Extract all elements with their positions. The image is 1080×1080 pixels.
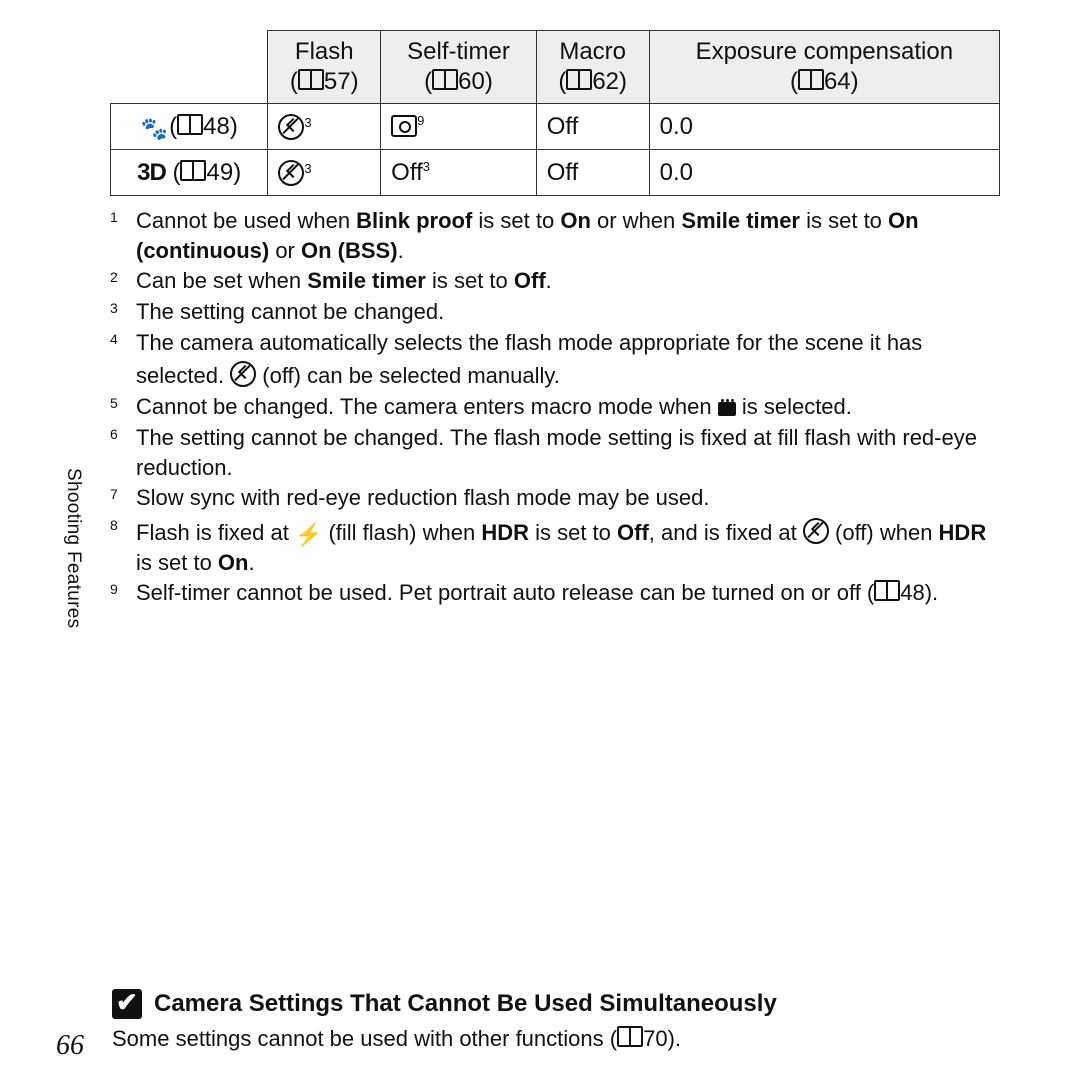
flash-off-icon xyxy=(278,114,304,140)
footnote-text: Cannot be changed. The camera enters mac… xyxy=(136,392,1000,422)
pageref-icon xyxy=(798,69,824,90)
footnote-number: 5 xyxy=(110,392,136,422)
footnote-number: 1 xyxy=(110,206,136,265)
exposure-cell: 0.0 xyxy=(649,150,999,196)
footnote: 3The setting cannot be changed. xyxy=(110,297,1000,327)
flash-cell: 3 xyxy=(268,150,381,196)
pageref-icon xyxy=(617,1026,643,1047)
fill-flash-icon: ⚡ xyxy=(295,524,322,546)
footnote: 2Can be set when Smile timer is set to O… xyxy=(110,266,1000,296)
footnote-number: 2 xyxy=(110,266,136,296)
footnote-text: Cannot be used when Blink proof is set t… xyxy=(136,206,1000,265)
footnote: 4The camera automatically selects the fl… xyxy=(110,328,1000,391)
flash-cell: 3 xyxy=(268,104,381,150)
header-macro: Macro(62) xyxy=(536,31,649,104)
macro-cell: Off xyxy=(536,104,649,150)
selftimer-cell: Off3 xyxy=(381,150,537,196)
pet-portrait-icon: 🐾 xyxy=(140,120,162,138)
pet-release-icon xyxy=(391,115,417,137)
selftimer-cell: 9 xyxy=(381,104,537,150)
footnote-text: The camera automatically selects the fla… xyxy=(136,328,1000,391)
checkmark-icon xyxy=(112,989,142,1019)
flash-off-icon xyxy=(278,160,304,186)
flash-off-icon xyxy=(230,361,256,387)
pageref-icon xyxy=(874,580,900,601)
exposure-cell: 0.0 xyxy=(649,104,999,150)
mode-cell: 🐾 (48) xyxy=(111,104,268,150)
footnote-text: The setting cannot be changed. xyxy=(136,297,1000,327)
header-selftimer: Self-timer(60) xyxy=(381,31,537,104)
footnote: 8Flash is fixed at ⚡ (fill flash) when H… xyxy=(110,514,1000,577)
pageref-icon xyxy=(180,160,206,181)
page-number: 66 xyxy=(56,1030,84,1062)
footnote: 9Self-timer cannot be used. Pet portrait… xyxy=(110,578,1000,608)
side-section-label: Shooting Features xyxy=(62,468,84,628)
table-row: 3D (49) 3 Off3 Off 0.0 xyxy=(111,150,1000,196)
flash-off-icon xyxy=(803,518,829,544)
bottom-text: Some settings cannot be used with other … xyxy=(112,1025,1000,1052)
footnote-number: 3 xyxy=(110,297,136,327)
footnote-number: 7 xyxy=(110,483,136,513)
footnote-number: 4 xyxy=(110,328,136,391)
header-exposure: Exposure compensation(64) xyxy=(649,31,999,104)
footnote: 6The setting cannot be changed. The flas… xyxy=(110,423,1000,482)
table-row: 🐾 (48) 3 9 Off 0.0 xyxy=(111,104,1000,150)
header-empty xyxy=(111,31,268,104)
settings-table: Flash(57) Self-timer(60) Macro(62) Expos… xyxy=(110,30,1000,196)
footnote-number: 8 xyxy=(110,514,136,577)
footnote: 1Cannot be used when Blink proof is set … xyxy=(110,206,1000,265)
footnote: 5Cannot be changed. The camera enters ma… xyxy=(110,392,1000,422)
footnote-text: Can be set when Smile timer is set to Of… xyxy=(136,266,1000,296)
bottom-title: Camera Settings That Cannot Be Used Simu… xyxy=(112,989,1000,1019)
footnote-number: 9 xyxy=(110,578,136,608)
footnote-number: 6 xyxy=(110,423,136,482)
footnotes: 1Cannot be used when Blink proof is set … xyxy=(110,206,1000,609)
footnote-text: The setting cannot be changed. The flash… xyxy=(136,423,1000,482)
pageref-icon xyxy=(177,114,203,135)
pageref-icon xyxy=(566,69,592,90)
pageref-icon xyxy=(298,69,324,90)
mode-cell: 3D (49) xyxy=(111,150,268,196)
closeup-icon xyxy=(718,402,736,416)
bottom-note-block: Camera Settings That Cannot Be Used Simu… xyxy=(112,989,1000,1052)
table-header-row: Flash(57) Self-timer(60) Macro(62) Expos… xyxy=(111,31,1000,104)
macro-cell: Off xyxy=(536,150,649,196)
pageref-icon xyxy=(432,69,458,90)
header-flash: Flash(57) xyxy=(268,31,381,104)
footnote-text: Self-timer cannot be used. Pet portrait … xyxy=(136,578,1000,608)
footnote-text: Slow sync with red-eye reduction flash m… xyxy=(136,483,1000,513)
footnote: 7Slow sync with red-eye reduction flash … xyxy=(110,483,1000,513)
footnote-text: Flash is fixed at ⚡ (fill flash) when HD… xyxy=(136,514,1000,577)
